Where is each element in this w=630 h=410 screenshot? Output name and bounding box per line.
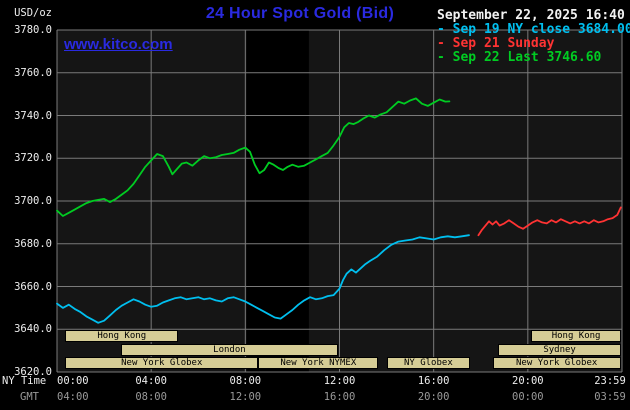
legend-item-sep21: - Sep 21 Sunday — [437, 36, 555, 51]
legend-item-sep19: - Sep 19 NY close 3684.00 — [437, 22, 630, 37]
session-new-york-nymex: New York NYMEX — [258, 357, 379, 369]
session-london: London — [120, 344, 339, 356]
session-new-york-globex: New York Globex — [65, 357, 259, 369]
x-tick-ny-time: 08:00 — [229, 375, 262, 387]
price-line-sep21 — [477, 206, 622, 237]
y-tick-label: 3740.0 — [14, 109, 52, 122]
y-tick-label: 3720.0 — [14, 152, 52, 165]
chart-datetime: September 22, 2025 16:40 — [437, 8, 625, 23]
y-tick-label: 3620.0 — [14, 366, 52, 378]
legend-item-sep22: - Sep 22 Last 3746.60 — [437, 50, 602, 65]
x-tick-ny-time: 16:00 — [417, 375, 450, 387]
session-ny-globex: NY Globex — [386, 357, 471, 369]
session-new-york-globex: New York Globex — [492, 357, 621, 369]
x-tick-ny-time: 04:00 — [135, 375, 167, 387]
price-line-sep22 — [56, 97, 451, 217]
legend: - Sep 19 NY close 3684.00- Sep 21 Sunday… — [437, 23, 630, 65]
x-tick-gmt: 12:00 — [229, 391, 262, 403]
x-tick-ny-time: 00:00 — [57, 375, 89, 387]
price-line-sep19 — [56, 234, 470, 324]
x-tick-gmt: 20:00 — [417, 391, 450, 403]
x-axis-ny-time-label: NY Time — [2, 375, 47, 387]
x-tick-gmt: 00:00 — [512, 391, 544, 403]
chart-title: 24 Hour Spot Gold (Bid) — [205, 5, 395, 22]
session-hong-kong: Hong Kong — [531, 330, 621, 342]
x-tick-gmt: 08:00 — [135, 391, 167, 403]
y-tick-label: 3660.0 — [14, 280, 52, 293]
session-sydney: Sydney — [498, 344, 621, 356]
x-tick-ny-time: 23:59 — [594, 375, 626, 387]
y-tick-label: 3760.0 — [14, 66, 52, 79]
x-tick-gmt: 16:00 — [323, 391, 356, 403]
x-tick-gmt: 04:00 — [57, 391, 89, 403]
y-axis-units-label: USD/oz — [14, 7, 52, 19]
x-tick-ny-time: 20:00 — [512, 375, 544, 387]
kitco-watermark-link[interactable]: www.kitco.com — [64, 36, 173, 53]
chart-header-right: September 22, 2025 16:40 - Sep 19 NY clo… — [437, 9, 630, 65]
y-tick-label: 3640.0 — [14, 323, 52, 336]
x-tick-gmt: 03:59 — [594, 391, 626, 403]
x-tick-ny-time: 12:00 — [323, 375, 356, 387]
y-tick-label: 3680.0 — [14, 237, 52, 250]
x-axis-gmt-label: GMT — [20, 391, 39, 403]
session-hong-kong: Hong Kong — [65, 330, 179, 342]
y-tick-label: 3700.0 — [14, 195, 52, 207]
y-tick-label: 3780.0 — [14, 24, 52, 36]
